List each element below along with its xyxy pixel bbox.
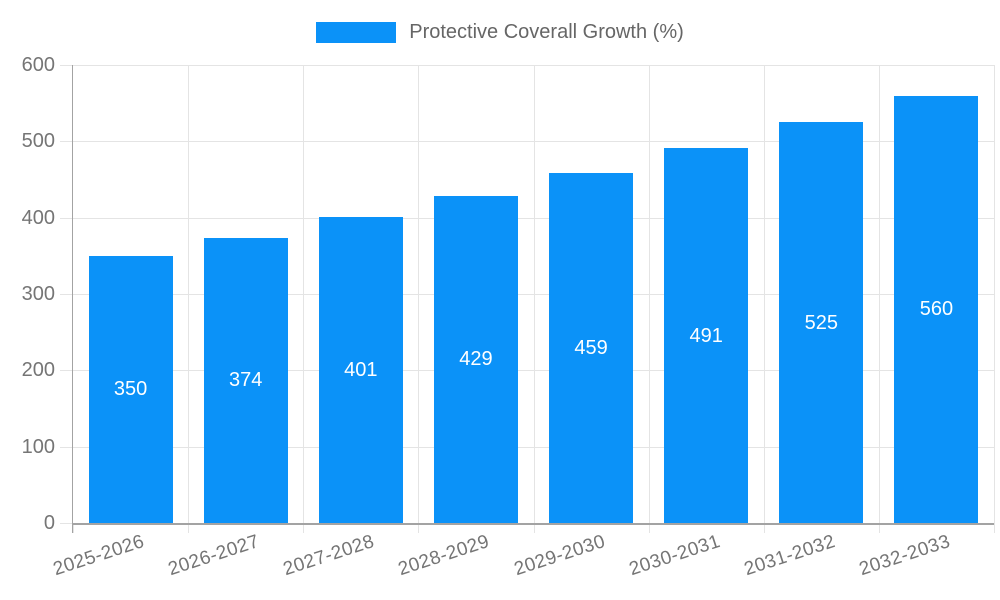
bar-value-label: 374 [229, 369, 263, 392]
x-tick-mark [648, 523, 650, 533]
y-axis-line [71, 65, 73, 533]
bar-value-label: 560 [919, 298, 954, 321]
chart-legend[interactable]: Protective Coverall Growth (%) [0, 20, 1000, 44]
x-gridline [303, 65, 305, 523]
bar[interactable] [203, 237, 288, 523]
x-tick-mark [303, 523, 305, 533]
bar-value-label: 350 [113, 378, 148, 401]
x-tick-label: 2030-2031 [626, 531, 723, 581]
x-tick-mark [188, 523, 190, 533]
y-tick-label: 300 [21, 283, 55, 305]
x-axis-line [71, 523, 994, 525]
y-tick-mark [60, 65, 73, 66]
x-tick-label: 2028-2029 [396, 531, 493, 581]
x-tick-label: 2027-2028 [280, 531, 378, 581]
x-tick-mark [994, 523, 995, 533]
x-gridline [878, 65, 880, 523]
y-tick-mark [60, 141, 73, 143]
legend-label: Protective Coverall Growth (%) [409, 21, 684, 43]
y-tick-mark [60, 370, 73, 372]
x-gridline [418, 65, 420, 523]
x-gridline [994, 65, 995, 523]
y-tick-mark [60, 294, 73, 295]
bar[interactable] [779, 122, 864, 523]
x-gridline [188, 65, 190, 523]
y-tick-mark [60, 523, 73, 524]
bar-value-label: 491 [689, 324, 723, 347]
x-tick-label: 2032-2033 [856, 531, 953, 581]
bar[interactable] [894, 95, 979, 523]
x-tick-label: 2031-2032 [741, 531, 838, 581]
y-tick-label: 0 [43, 512, 55, 534]
x-tick-mark [763, 523, 765, 533]
x-gridline [763, 65, 765, 523]
bar-value-label: 525 [804, 311, 838, 334]
x-tick-label: 2029-2030 [511, 531, 608, 581]
bar[interactable] [664, 148, 749, 523]
x-tick-label: 2026-2027 [165, 531, 263, 581]
bar-value-label: 429 [459, 348, 493, 371]
x-tick-mark [73, 523, 74, 533]
bar-value-label: 459 [574, 336, 608, 359]
y-tick-label: 100 [21, 435, 55, 458]
legend-swatch [316, 21, 397, 43]
x-gridline [648, 65, 650, 523]
y-tick-label: 400 [21, 206, 55, 229]
bar[interactable] [318, 216, 403, 523]
y-tick-mark [60, 217, 73, 219]
x-tick-mark [533, 523, 535, 533]
x-tick-mark [418, 523, 420, 533]
bar[interactable] [549, 172, 634, 523]
y-tick-mark [60, 446, 73, 448]
bar[interactable] [88, 255, 173, 523]
bar[interactable] [433, 195, 518, 523]
x-tick-label: 2025-2026 [50, 531, 148, 581]
y-tick-label: 500 [21, 130, 55, 153]
x-gridline [533, 65, 535, 523]
y-tick-label: 200 [21, 359, 55, 382]
x-tick-mark [878, 523, 880, 533]
bar-value-label: 401 [344, 358, 378, 381]
y-tick-label: 600 [21, 54, 55, 76]
